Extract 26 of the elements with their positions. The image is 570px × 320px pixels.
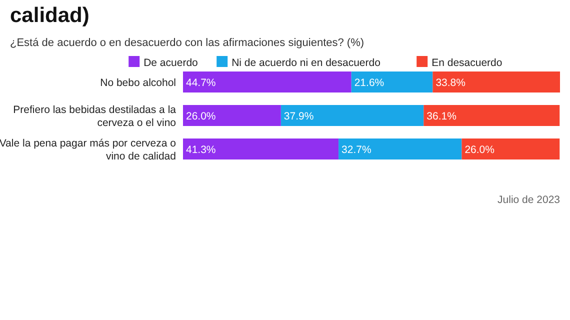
y-tick-label: No bebo alcohol [100, 77, 176, 89]
bar [462, 138, 560, 160]
data-label: 37.9% [284, 110, 314, 122]
bar [183, 105, 281, 126]
data-label: 32.7% [342, 144, 372, 156]
bar [351, 72, 433, 92]
data-label: 41.3% [186, 144, 216, 156]
y-tick-label: Prefiero las bebidas destiladas a la cerveza o el vino [13, 104, 176, 129]
bar [338, 138, 462, 160]
legend-label: En desacuerdo [432, 57, 502, 69]
text: Julio de 2023 [498, 194, 560, 206]
data-label: 26.0% [186, 110, 216, 122]
bar [280, 105, 424, 126]
data-label: 33.8% [436, 77, 466, 89]
bar [183, 138, 339, 160]
bar [432, 72, 560, 92]
data-label: 44.7% [186, 77, 216, 89]
chart-title: calidad) [10, 4, 90, 27]
legend-label: De acuerdo [144, 57, 198, 69]
chart-subtitle: ¿Está de acuerdo o en desacuerdo con las afirmaciones siguientes? (%) [10, 37, 364, 49]
data-label: 26.0% [464, 144, 494, 156]
bar [183, 72, 352, 92]
bar [424, 105, 560, 126]
data-label: 21.6% [354, 77, 384, 89]
legend-label: Ni de acuerdo ni en desacuerdo [232, 57, 381, 69]
data-label: 36.1% [426, 110, 456, 122]
